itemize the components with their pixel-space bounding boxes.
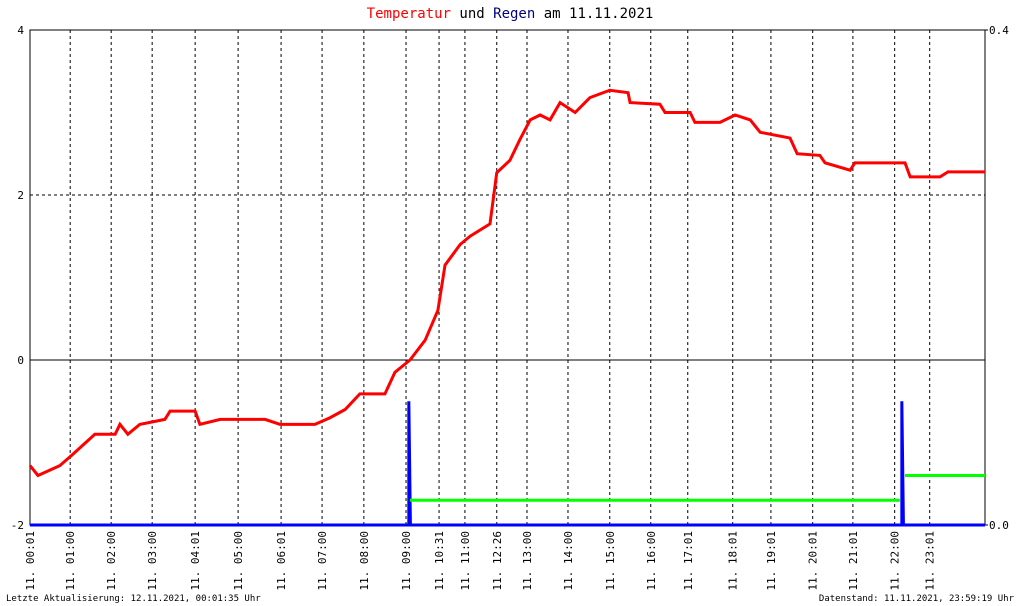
title-part: Temperatur bbox=[367, 6, 451, 22]
x-tick-label: 11. 08:00 bbox=[358, 531, 371, 591]
x-tick-label: 11. 16:00 bbox=[645, 531, 658, 591]
y-tick-label: -2 bbox=[11, 519, 24, 532]
title-part: und bbox=[459, 6, 484, 22]
x-tick-label: 11. 21:01 bbox=[847, 531, 860, 591]
y-tick-label: 0 bbox=[17, 354, 24, 367]
footer-right: Datenstand: 11.11.2021, 23:59:19 Uhr bbox=[819, 594, 1015, 604]
series-line bbox=[28, 88, 985, 478]
x-tick-label: 11. 19:01 bbox=[765, 531, 778, 591]
footer-left: Letzte Aktualisierung: 12.11.2021, 00:01… bbox=[6, 594, 261, 604]
x-tick-label: 11. 17:01 bbox=[682, 531, 695, 591]
x-tick-label: 11. 23:01 bbox=[924, 531, 937, 591]
x-tick-label: 11. 04:01 bbox=[189, 531, 202, 591]
plot-frame bbox=[29, 29, 986, 526]
x-tick-label: 11. 03:00 bbox=[146, 531, 159, 591]
y2-tick-label: 0.0 bbox=[989, 519, 1009, 532]
x-tick-label: 11. 13:00 bbox=[521, 531, 534, 591]
x-tick-label: 11. 01:00 bbox=[64, 531, 77, 591]
x-tick-label: 11. 14:00 bbox=[562, 531, 575, 591]
x-tick-label: 11. 10:31 bbox=[433, 531, 446, 591]
y2-tick-label: 0.4 bbox=[989, 24, 1009, 37]
y-tick-label: 2 bbox=[17, 189, 24, 202]
chart-title: Temperatur und Regen am 11.11.2021 bbox=[367, 6, 654, 22]
x-tick-label: 11. 06:01 bbox=[275, 531, 288, 591]
series-line bbox=[30, 401, 985, 527]
title-part: am 11.11.2021 bbox=[544, 6, 654, 22]
x-tick-label: 11. 02:00 bbox=[105, 531, 118, 591]
x-tick-label: 11. 12:26 bbox=[491, 531, 504, 591]
x-tick-label: 11. 22:00 bbox=[889, 531, 902, 591]
x-tick-label: 11. 09:00 bbox=[400, 531, 413, 591]
x-tick-label: 11. 07:00 bbox=[316, 531, 329, 591]
x-tick-label: 11. 20:01 bbox=[807, 531, 820, 591]
series-line bbox=[410, 474, 985, 502]
x-tick-label: 11. 11:00 bbox=[459, 531, 472, 591]
x-tick-label: 11. 00:01 bbox=[24, 531, 37, 591]
x-tick-label: 11. 18:01 bbox=[727, 531, 740, 591]
x-tick-label: 11. 05:00 bbox=[232, 531, 245, 591]
title-part: Regen bbox=[493, 6, 535, 22]
x-tick-label: 11. 15:00 bbox=[604, 531, 617, 591]
y-tick-label: 4 bbox=[17, 24, 24, 37]
